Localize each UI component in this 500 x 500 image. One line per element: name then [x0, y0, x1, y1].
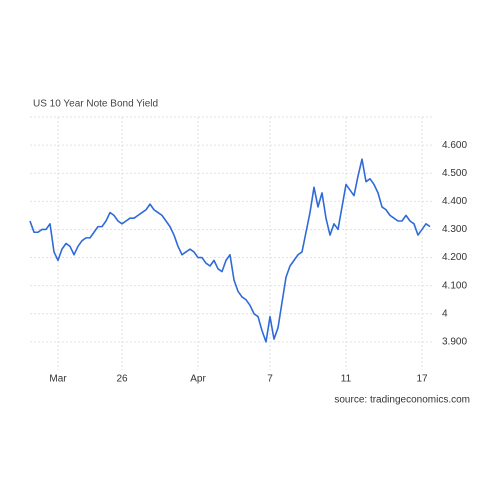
- chart-title: US 10 Year Note Bond Yield: [33, 99, 158, 110]
- y-tick-label: 4.300: [442, 224, 467, 235]
- source: source: tradingeconomics.com: [334, 395, 470, 406]
- x-tick-label: 7: [267, 374, 273, 385]
- y-tick-label: 4.100: [442, 280, 467, 291]
- y-tick-label: 4.500: [442, 168, 467, 179]
- x-tick-label: Apr: [190, 374, 206, 385]
- data-line: [29, 158, 431, 343]
- x-tick-label: 17: [416, 374, 428, 385]
- y-tick-label: 4.600: [442, 140, 467, 151]
- y-tick-label: 4.200: [442, 252, 467, 263]
- y-tick-label: 3.900: [442, 337, 467, 348]
- x-tick-label: 11: [341, 374, 352, 385]
- y-tick-label: 4.400: [442, 196, 467, 207]
- x-tick-label: 26: [116, 374, 128, 385]
- y-tick-label: 4: [442, 308, 448, 319]
- x-tick-label: Mar: [49, 374, 67, 385]
